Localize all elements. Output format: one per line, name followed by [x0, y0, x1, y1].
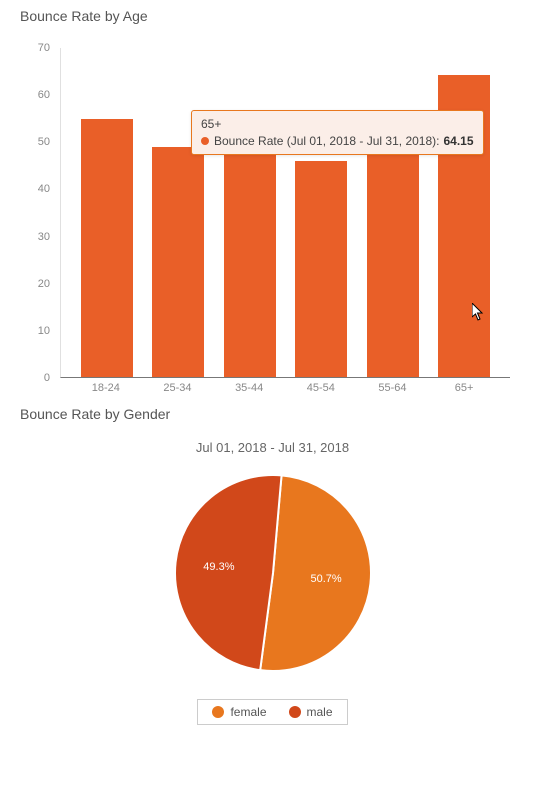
x-tick-label: 45-54: [295, 382, 347, 394]
y-tick-label: 70: [38, 42, 50, 54]
x-tick-label: 25-34: [151, 382, 203, 394]
legend-dot-icon: [289, 706, 301, 718]
legend-label: female: [230, 705, 266, 719]
x-tick-label: 55-64: [366, 382, 418, 394]
bar-chart-title: Bounce Rate by Age: [0, 0, 545, 28]
y-tick-label: 40: [38, 183, 50, 195]
pie-chart: 50.7% 49.3%: [173, 473, 373, 673]
bar-x-axis: 18-24 25-34 35-44 45-54 55-64 65+: [60, 382, 510, 394]
y-tick-label: 0: [44, 372, 50, 384]
bars-container: [61, 48, 510, 377]
pie-date-range: Jul 01, 2018 - Jul 31, 2018: [0, 440, 545, 455]
tooltip-series-label: Bounce Rate (Jul 01, 2018 - Jul 31, 2018…: [214, 134, 439, 148]
x-tick-label: 35-44: [223, 382, 275, 394]
bar[interactable]: [224, 136, 276, 377]
pie-chart-section: Jul 01, 2018 - Jul 31, 2018 50.7% 49.3% …: [0, 440, 545, 725]
y-tick-label: 10: [38, 325, 50, 337]
tooltip-value: 64.15: [443, 134, 473, 148]
chart-tooltip: 65+ Bounce Rate (Jul 01, 2018 - Jul 31, …: [191, 110, 484, 155]
bar-chart: 0 10 20 30 40 50 60 70 18-24 25-34 35-44 45-54 55-6…: [20, 28, 520, 398]
legend-item[interactable]: female: [212, 705, 266, 719]
legend-label: male: [307, 705, 333, 719]
pie-slice-label: 49.3%: [203, 561, 234, 573]
bar[interactable]: [81, 119, 133, 377]
x-tick-label: 65+: [438, 382, 490, 394]
bar[interactable]: [367, 128, 419, 377]
tooltip-row: Bounce Rate (Jul 01, 2018 - Jul 31, 2018…: [201, 134, 474, 148]
bar[interactable]: [295, 161, 347, 377]
tooltip-category: 65+: [201, 117, 474, 131]
bar-plot-area: [60, 48, 510, 378]
y-tick-label: 30: [38, 231, 50, 243]
y-tick-label: 60: [38, 89, 50, 101]
legend-dot-icon: [212, 706, 224, 718]
bar[interactable]: [152, 147, 204, 377]
pie-chart-title: Bounce Rate by Gender: [0, 398, 545, 426]
y-tick-label: 20: [38, 278, 50, 290]
bar-y-axis: 010203040506070: [20, 48, 56, 378]
pie-slice-label: 50.7%: [310, 573, 341, 585]
tooltip-dot-icon: [201, 137, 209, 145]
x-tick-label: 18-24: [80, 382, 132, 394]
pie-legend: female male: [197, 699, 347, 725]
y-tick-label: 50: [38, 136, 50, 148]
legend-item[interactable]: male: [289, 705, 333, 719]
